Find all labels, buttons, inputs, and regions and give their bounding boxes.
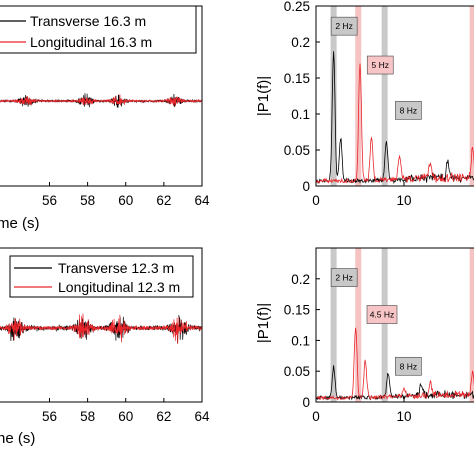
x-tick-label: 60 [118, 409, 133, 424]
x-tick-label: 64 [194, 193, 210, 208]
annotation-label: 5 Hz [371, 60, 388, 70]
x-tick-label: 0 [312, 193, 320, 208]
y-tick-label: 0 [302, 179, 310, 194]
spectrum-line-longitudinal [315, 327, 474, 401]
spectrum-top-axes-box [315, 5, 474, 187]
x-tick-label: 56 [42, 193, 57, 208]
y-tick-label: 0.25 [284, 0, 310, 14]
annotation-box [395, 101, 422, 120]
frequency-band [469, 248, 474, 402]
annotation-box [366, 55, 394, 75]
legend-entry-transverse-bottom: Transverse 12.3 m [58, 260, 174, 276]
x-tick-label: 0 [312, 409, 320, 424]
frequency-band [355, 6, 362, 186]
y-tick-label: 0.2 [291, 35, 310, 50]
spectrum-bottom-ylabel: |P1(f)| [255, 303, 272, 343]
y-tick-label: 0.15 [284, 71, 310, 86]
series-line-longitudinal [0, 313, 203, 344]
annotation-label: 2 Hz [335, 21, 352, 31]
x-tick-label: 62 [156, 409, 171, 424]
y-tick-label: 0.05 [284, 143, 310, 158]
frequency-band [381, 6, 388, 186]
legend-entry-transverse: Transverse 16.3 m [30, 13, 146, 29]
time-bottom-axes-box [0, 247, 203, 403]
time-top-panel: 56 58 60 62 64 me (s) Transverse 16.3 m Long… [0, 5, 210, 232]
y-tick-label: 0.05 [284, 364, 310, 379]
frequency-band [381, 248, 388, 402]
annotation-label: 2 Hz [335, 273, 352, 283]
y-tick-label: 0.2 [291, 272, 310, 287]
x-tick-label: 64 [194, 409, 210, 424]
x-tick-label: 56 [42, 409, 57, 424]
series-line-longitudinal [0, 94, 203, 107]
annotation-box [395, 356, 422, 376]
frequency-band [355, 248, 362, 402]
time-bottom-legend: Transverse 12.3 m Longitudinal 12.3 m [9, 255, 194, 298]
frequency-band [469, 6, 474, 186]
spectrum-line-longitudinal [315, 63, 474, 184]
spectrum-top-panel: |P1(f)| 2 Hz5 Hz8 Hz22 Hz41 Hz 00.050.10… [255, 0, 474, 208]
spectrum-bottom-panel: |P1(f)| 2 Hz4.5 Hz8 Hz22 Hz41 Hz 00.050.… [255, 247, 474, 424]
spectrum-top-ylabel: |P1(f)| [255, 76, 272, 116]
x-tick-label: 10 [396, 193, 411, 208]
y-tick-label: 0.15 [284, 303, 310, 318]
legend-entry-longitudinal-bottom: Longitudinal 12.3 m [58, 279, 180, 295]
frequency-band [330, 6, 337, 186]
legend-entry-longitudinal: Longitudinal 16.3 m [30, 34, 152, 50]
time-bottom-panel: 56 58 60 62 64 ne (s) Transverse 12.3 m Long… [0, 247, 210, 447]
annotation-box [330, 16, 358, 36]
frequency-band [330, 248, 337, 402]
spectrum-bottom-axes-box [315, 247, 474, 403]
annotation-label: 8 Hz [400, 105, 417, 115]
annotation-label: 8 Hz [400, 361, 417, 371]
time-top-legend-box [0, 5, 197, 54]
time-bottom-legend-box [9, 255, 194, 298]
spectrum-line-transverse [315, 51, 474, 185]
time-top-xlabel: me (s) [0, 215, 40, 232]
y-tick-label: 0 [302, 395, 310, 410]
x-tick-label: 60 [118, 193, 133, 208]
x-tick-label: 10 [396, 409, 411, 424]
x-tick-label: 58 [80, 193, 95, 208]
y-tick-label: 0.1 [291, 107, 310, 122]
time-bottom-xlabel: ne (s) [0, 430, 35, 447]
annotation-box [330, 268, 358, 287]
x-tick-label: 62 [156, 193, 171, 208]
x-tick-label: 58 [80, 409, 95, 424]
annotation-label: 4.5 Hz [370, 310, 395, 320]
y-tick-label: 0.1 [291, 333, 310, 348]
time-top-legend: Transverse 16.3 m Longitudinal 16.3 m [0, 5, 197, 54]
spectrum-line-transverse [315, 365, 474, 401]
annotation-box [366, 305, 398, 324]
